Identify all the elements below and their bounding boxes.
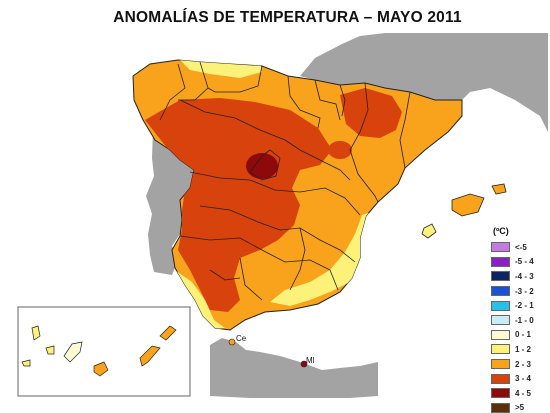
- legend-swatch: [491, 373, 510, 384]
- legend-swatch: [491, 344, 510, 355]
- legend-swatch: [491, 402, 510, 413]
- melilla-label: Ml: [306, 356, 315, 365]
- anomaly-zone-madrid: [246, 153, 278, 179]
- legend-row: 1 - 2: [491, 342, 549, 357]
- ceuta-label: Ce: [236, 334, 247, 343]
- legend-label: -4 - 3: [515, 271, 534, 281]
- legend-row: -4 - 3: [491, 269, 549, 284]
- anomaly-zone-valencia: [370, 218, 390, 248]
- legend-label: 1 - 2: [515, 344, 532, 354]
- canary-islands: [21, 325, 177, 377]
- legend-label: 2 - 3: [515, 359, 532, 369]
- anomaly-zone-northeast: [340, 88, 402, 138]
- legend-label: 4 - 5: [515, 388, 532, 398]
- island-lanzarote: [159, 325, 177, 341]
- canary-inset-frame: [17, 306, 191, 397]
- legend-row: -3 - 2: [491, 284, 549, 299]
- anomaly-zone-center-west: [145, 98, 332, 312]
- legend-unit: (ºC): [493, 226, 509, 236]
- legend-label: <-5: [515, 242, 527, 252]
- legend-swatch: [491, 359, 510, 370]
- legend-label: -5 - 4: [515, 257, 534, 267]
- legend-row: <-5: [491, 240, 549, 255]
- anomaly-zone-southeast: [270, 210, 390, 306]
- map-title: ANOMALÍAS DE TEMPERATURA – MAYO 2011: [113, 9, 462, 26]
- legend-label: 0 - 1: [515, 330, 532, 340]
- legend-label: -3 - 2: [515, 286, 534, 296]
- legend-swatch: [491, 256, 510, 267]
- legend-items: <-5 -5 - 4 -4 - 3 -3 - 2 -2 - 1 -1 - 0 0 - 1 1 …: [491, 240, 549, 413]
- island-gran-canaria: [93, 361, 109, 377]
- legend: (ºC) <-5 -5 - 4 -4 - 3 -3 - 2 -2 - 1 -1 - 0 0 …: [491, 224, 549, 413]
- island-la-gomera: [45, 345, 55, 355]
- legend-row: 4 - 5: [491, 386, 549, 401]
- legend-row: 0 - 1: [491, 328, 549, 343]
- africa-land: [210, 338, 378, 398]
- legend-label: 3 - 4: [515, 374, 532, 384]
- legend-row: -1 - 0: [491, 313, 549, 328]
- island-mallorca: [451, 193, 485, 217]
- legend-row: 2 - 3: [491, 357, 549, 372]
- ceuta-marker: [228, 338, 236, 346]
- island-ibiza: [421, 223, 437, 239]
- legend-label: >5: [515, 403, 525, 413]
- island-tenerife: [63, 341, 83, 363]
- legend-swatch: [491, 329, 510, 340]
- legend-swatch: [491, 286, 510, 297]
- legend-row: -5 - 4: [491, 255, 549, 270]
- legend-swatch: [491, 388, 510, 399]
- melilla-marker: [300, 360, 308, 368]
- island-fuerteventura: [139, 345, 161, 367]
- island-la-palma: [31, 325, 41, 341]
- legend-label: -2 - 1: [515, 301, 534, 311]
- region-borders: [159, 61, 411, 301]
- island-el-hierro: [21, 359, 31, 367]
- legend-row: >5: [491, 401, 549, 413]
- legend-swatch: [491, 315, 510, 326]
- legend-row: -2 - 1: [491, 298, 549, 313]
- anomaly-zone-central-east: [328, 141, 352, 159]
- anomaly-zone-southwest: [172, 268, 225, 330]
- legend-swatch: [491, 242, 510, 253]
- island-menorca: [491, 183, 507, 195]
- legend-swatch: [491, 300, 510, 311]
- legend-swatch: [491, 271, 510, 282]
- legend-label: -1 - 0: [515, 315, 534, 325]
- legend-row: 3 - 4: [491, 371, 549, 386]
- france-land: [300, 33, 548, 132]
